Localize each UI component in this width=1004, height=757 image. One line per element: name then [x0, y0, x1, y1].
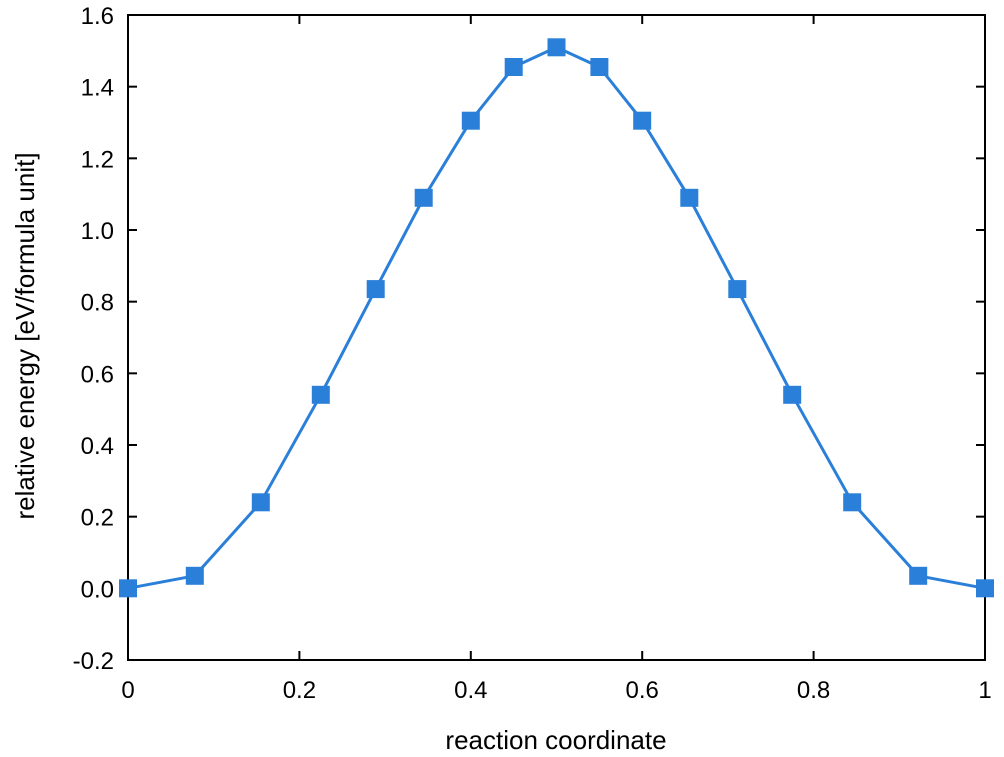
x-tick-label: 0.8	[797, 677, 830, 704]
x-tick-label: 0	[121, 677, 134, 704]
data-point	[633, 111, 652, 130]
data-point	[909, 566, 928, 585]
x-tick-label: 0.4	[454, 677, 487, 704]
y-tick-label: 0.0	[81, 576, 114, 603]
data-point	[504, 58, 523, 76]
data-point	[843, 493, 862, 512]
y-axis-label: relative energy [eV/formula unit]	[10, 152, 40, 519]
x-tick-label: 0.2	[283, 677, 316, 704]
data-point	[311, 385, 330, 404]
data-point	[461, 111, 480, 130]
y-tick-label: 0.6	[81, 361, 114, 388]
y-tick-label: 1.2	[81, 146, 114, 173]
y-tick-label: 0.4	[81, 433, 114, 460]
y-tick-label: 0.2	[81, 505, 114, 532]
y-tick-label: 1.6	[81, 3, 114, 30]
y-tick-label: 1.0	[81, 218, 114, 245]
data-point	[414, 188, 433, 207]
x-axis-label: reaction coordinate	[445, 725, 666, 755]
x-tick-label: 0.6	[626, 677, 659, 704]
data-point	[251, 493, 270, 512]
data-point	[366, 280, 385, 299]
plot-frame	[127, 14, 986, 661]
data-point	[976, 579, 994, 598]
data-point	[119, 579, 137, 598]
plot-area: 0 0.2 0.4 0.6 0.8 1 -0.2 0.0 0.2 0.4 0.6 0.8 1.0 1.2 1…	[73, 3, 994, 704]
data-point	[728, 280, 747, 299]
y-tick-label: 0.8	[81, 290, 114, 317]
data-point	[547, 38, 566, 57]
data-point	[783, 385, 802, 404]
data-point	[185, 566, 204, 585]
y-tick-label: -0.2	[73, 648, 114, 675]
data-point	[680, 188, 699, 207]
y-tick-label: 1.4	[81, 75, 114, 102]
x-tick-label: 1	[978, 677, 991, 704]
data-point	[590, 58, 609, 76]
